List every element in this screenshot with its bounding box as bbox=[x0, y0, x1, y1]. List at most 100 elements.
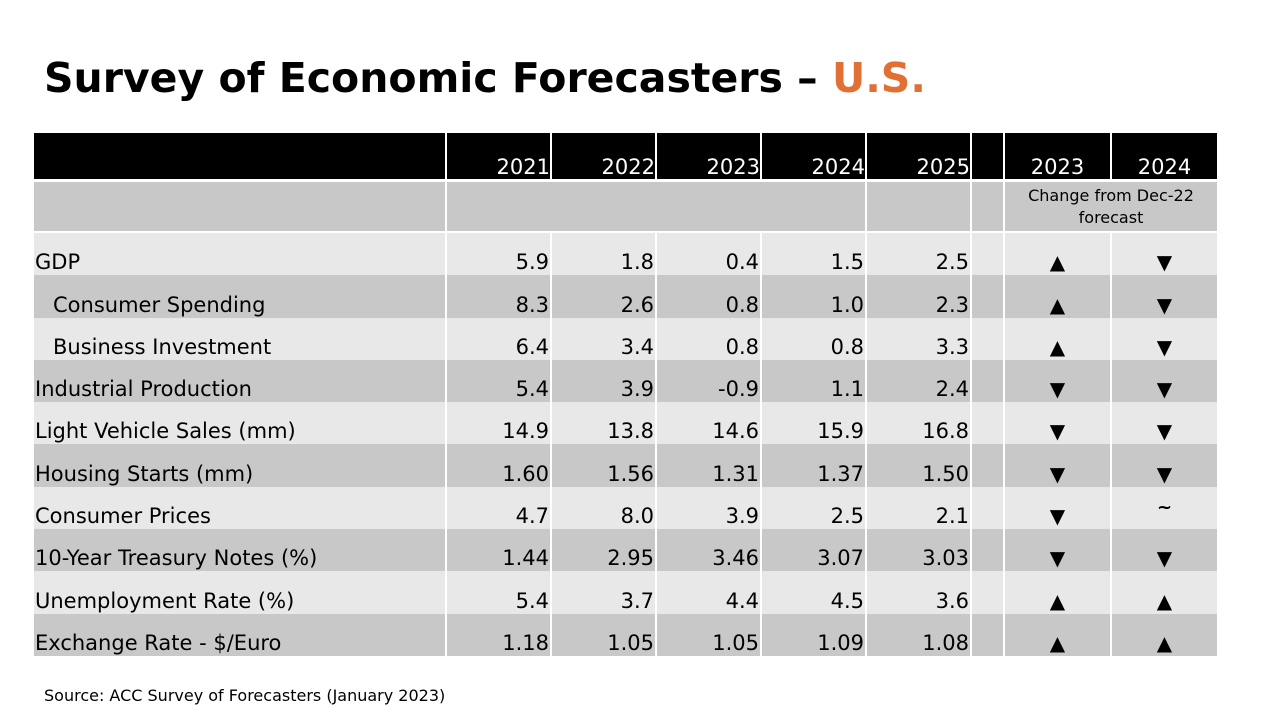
value-cell: 8.0 bbox=[551, 486, 657, 530]
value-cell: 6.4 bbox=[446, 317, 552, 360]
arrow-down-icon: ▼ bbox=[1111, 529, 1217, 572]
value-cell: 1.0 bbox=[761, 275, 867, 318]
value-cell: 3.46 bbox=[656, 529, 762, 572]
value-cell: 16.8 bbox=[866, 402, 972, 445]
spacer-cell bbox=[971, 232, 1005, 276]
subheader-cell bbox=[971, 180, 1005, 233]
row-label: Consumer Spending bbox=[34, 275, 447, 318]
title-main: Survey of Economic Forecasters – bbox=[44, 54, 832, 102]
arrow-up-icon: ▲ bbox=[1111, 571, 1217, 614]
header-spacer bbox=[971, 133, 1005, 182]
arrow-down-icon: ▼ bbox=[1111, 359, 1217, 403]
arrow-down-icon: ▼ bbox=[1004, 529, 1112, 572]
table-row: Exchange Rate - $/Euro 1.18 1.05 1.05 1.09 1.… bbox=[34, 613, 1217, 656]
value-cell: 0.8 bbox=[656, 317, 762, 360]
subheader-cell bbox=[34, 180, 447, 233]
value-cell: 13.8 bbox=[551, 402, 657, 445]
value-cell: 3.4 bbox=[551, 317, 657, 360]
arrow-down-icon: ▼ bbox=[1111, 275, 1217, 318]
table-row: Light Vehicle Sales (mm) 14.9 13.8 14.6 15.9… bbox=[34, 402, 1217, 445]
value-cell: 3.9 bbox=[656, 486, 762, 530]
value-cell: -0.9 bbox=[656, 359, 762, 403]
value-cell: 1.56 bbox=[551, 444, 657, 487]
row-label: GDP bbox=[34, 232, 447, 276]
value-cell: 0.8 bbox=[656, 275, 762, 318]
arrow-down-icon: ▼ bbox=[1111, 402, 1217, 445]
value-cell: 1.05 bbox=[551, 613, 657, 656]
value-cell: 3.6 bbox=[866, 571, 972, 614]
value-cell: 2.3 bbox=[866, 275, 972, 318]
spacer-cell bbox=[971, 317, 1005, 360]
value-cell: 4.5 bbox=[761, 571, 867, 614]
subheader-cell bbox=[866, 180, 972, 233]
header-change-year: 2023 bbox=[1004, 133, 1112, 182]
source-note: Source: ACC Survey of Forecasters (Janua… bbox=[44, 686, 446, 705]
spacer-cell bbox=[971, 444, 1005, 487]
value-cell: 14.6 bbox=[656, 402, 762, 445]
header-year: 2021 bbox=[446, 133, 552, 182]
header-year: 2025 bbox=[866, 133, 972, 182]
value-cell: 4.7 bbox=[446, 486, 552, 530]
row-label: Housing Starts (mm) bbox=[34, 444, 447, 487]
header-label-cell bbox=[34, 133, 447, 182]
table-body: GDP 5.9 1.8 0.4 1.5 2.5 ▲ ▼ Consumer Spending 8.3… bbox=[34, 232, 1217, 656]
arrow-down-icon: ▼ bbox=[1004, 359, 1112, 403]
value-cell: 1.5 bbox=[761, 232, 867, 276]
value-cell: 1.8 bbox=[551, 232, 657, 276]
value-cell: 2.5 bbox=[761, 486, 867, 530]
title-accent: U.S. bbox=[831, 54, 926, 102]
value-cell: 3.03 bbox=[866, 529, 972, 572]
spacer-cell bbox=[971, 402, 1005, 445]
value-cell: 2.1 bbox=[866, 486, 972, 530]
subheader-cell bbox=[446, 180, 867, 233]
value-cell: 1.50 bbox=[866, 444, 972, 487]
value-cell: 1.60 bbox=[446, 444, 552, 487]
value-cell: 5.9 bbox=[446, 232, 552, 276]
arrow-up-icon: ▲ bbox=[1004, 571, 1112, 614]
arrow-up-icon: ▲ bbox=[1111, 613, 1217, 656]
table-row: Unemployment Rate (%) 5.4 3.7 4.4 4.5 3.6 ▲ ▲ bbox=[34, 571, 1217, 614]
arrow-down-icon: ▼ bbox=[1111, 444, 1217, 487]
arrow-up-icon: ▲ bbox=[1004, 317, 1112, 360]
change-note: Change from Dec-22 forecast bbox=[1004, 180, 1217, 233]
arrow-down-icon: ▼ bbox=[1004, 444, 1112, 487]
value-cell: 1.05 bbox=[656, 613, 762, 656]
table-row: Consumer Prices 4.7 8.0 3.9 2.5 2.1 ▼ ~ bbox=[34, 486, 1217, 530]
slide-title: Survey of Economic Forecasters – U.S. bbox=[44, 54, 926, 102]
value-cell: 3.7 bbox=[551, 571, 657, 614]
table-row: Business Investment 6.4 3.4 0.8 0.8 3.3 ▲ ▼ bbox=[34, 317, 1217, 360]
spacer-cell bbox=[971, 613, 1005, 656]
value-cell: 15.9 bbox=[761, 402, 867, 445]
arrow-up-icon: ▲ bbox=[1004, 275, 1112, 318]
value-cell: 14.9 bbox=[446, 402, 552, 445]
tilde-icon: ~ bbox=[1111, 486, 1217, 530]
value-cell: 1.18 bbox=[446, 613, 552, 656]
row-label: Light Vehicle Sales (mm) bbox=[34, 402, 447, 445]
arrow-down-icon: ▼ bbox=[1111, 317, 1217, 360]
row-label: 10-Year Treasury Notes (%) bbox=[34, 529, 447, 572]
arrow-up-icon: ▲ bbox=[1004, 232, 1112, 276]
table-row: Consumer Spending 8.3 2.6 0.8 1.0 2.3 ▲ ▼ bbox=[34, 275, 1217, 318]
row-label: Industrial Production bbox=[34, 359, 447, 403]
value-cell: 4.4 bbox=[656, 571, 762, 614]
header-row: 2021 2022 2023 2024 2025 2023 2024 bbox=[34, 133, 1217, 182]
value-cell: 1.08 bbox=[866, 613, 972, 656]
spacer-cell bbox=[971, 529, 1005, 572]
arrow-down-icon: ▼ bbox=[1004, 486, 1112, 530]
value-cell: 3.07 bbox=[761, 529, 867, 572]
value-cell: 0.8 bbox=[761, 317, 867, 360]
value-cell: 3.3 bbox=[866, 317, 972, 360]
value-cell: 1.37 bbox=[761, 444, 867, 487]
table-row: 10-Year Treasury Notes (%) 1.44 2.95 3.46 3.… bbox=[34, 529, 1217, 572]
value-cell: 0.4 bbox=[656, 232, 762, 276]
arrow-down-icon: ▼ bbox=[1111, 232, 1217, 276]
table-row: GDP 5.9 1.8 0.4 1.5 2.5 ▲ ▼ bbox=[34, 232, 1217, 276]
header-year: 2023 bbox=[656, 133, 762, 182]
spacer-cell bbox=[971, 359, 1005, 403]
arrow-up-icon: ▲ bbox=[1004, 613, 1112, 656]
row-label: Consumer Prices bbox=[34, 486, 447, 530]
value-cell: 2.95 bbox=[551, 529, 657, 572]
row-label: Unemployment Rate (%) bbox=[34, 571, 447, 614]
table-row: Industrial Production 5.4 3.9 -0.9 1.1 2.4 ▼ ▼ bbox=[34, 359, 1217, 403]
value-cell: 1.31 bbox=[656, 444, 762, 487]
